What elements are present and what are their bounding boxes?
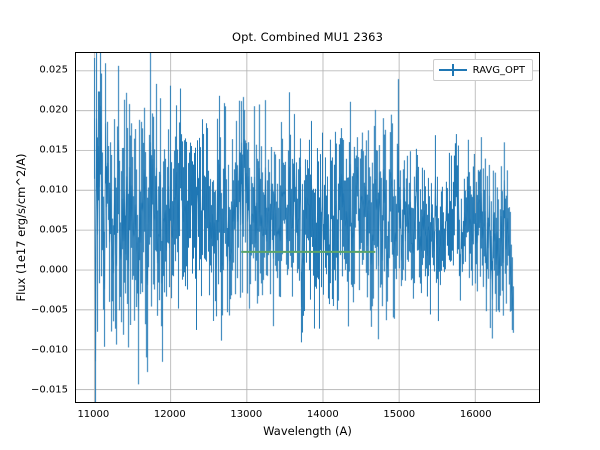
y-tick-label: 0.025	[39, 64, 68, 76]
y-tick-label: 0.015	[39, 144, 68, 156]
y-tick-label: 0.020	[39, 104, 68, 116]
y-tick-label: 0.005	[39, 224, 68, 236]
y-tick-label: −0.005	[30, 304, 68, 316]
x-tick-label: 13000	[230, 409, 263, 420]
spectrum-canvas	[76, 53, 539, 402]
y-tick-label: 0.000	[39, 264, 68, 276]
x-axis-label: Wavelength (A)	[263, 424, 352, 438]
y-tick-label: 0.010	[39, 184, 68, 196]
legend-marker-icon	[438, 64, 467, 76]
plot-area: RAVG_OPT	[75, 52, 540, 403]
legend[interactable]: RAVG_OPT	[432, 59, 533, 81]
x-tick-label: 12000	[153, 409, 186, 420]
y-tick-label: −0.010	[30, 344, 68, 356]
x-tick-label: 16000	[459, 409, 492, 420]
y-tick-label: −0.015	[30, 384, 68, 396]
x-tick-label: 15000	[383, 409, 416, 420]
page-title: Opt. Combined MU1 2363	[231, 30, 384, 44]
x-tick-label: 11000	[77, 409, 110, 420]
x-tick-label: 14000	[306, 409, 339, 420]
legend-item-label: RAVG_OPT	[472, 64, 525, 76]
